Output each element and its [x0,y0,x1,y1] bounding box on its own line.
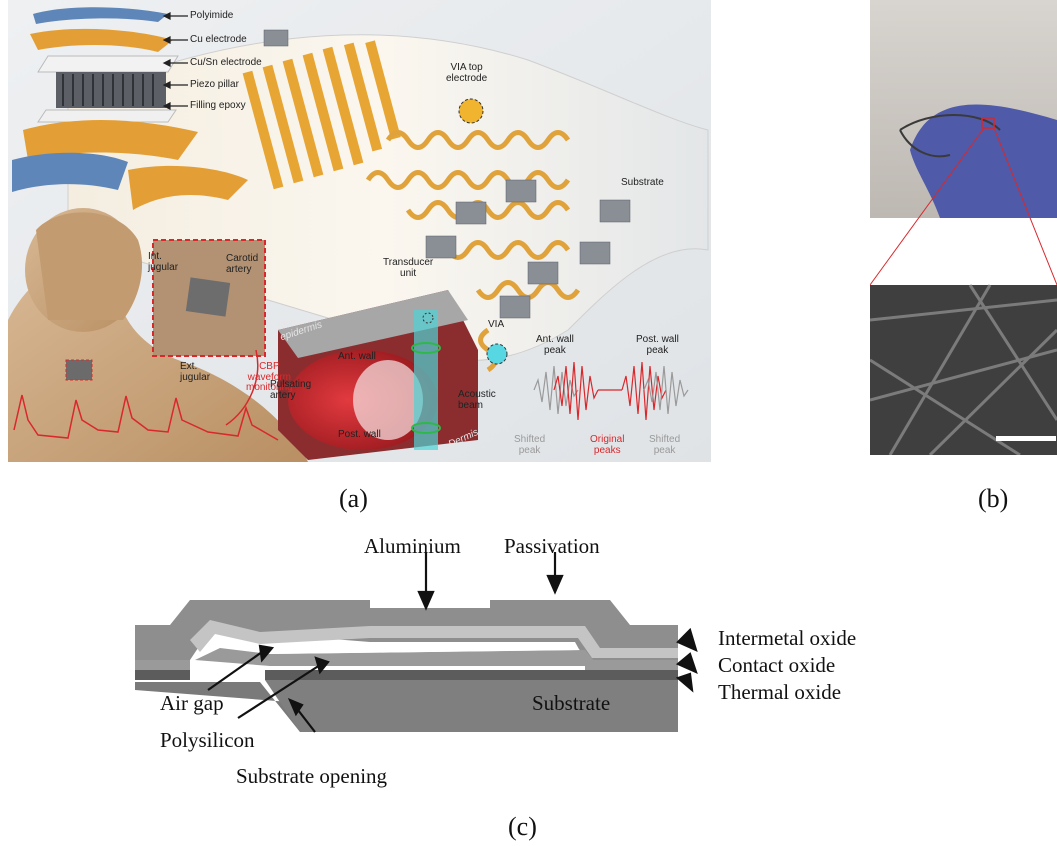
label-pulsating-artery: Pulsating artery [270,379,312,401]
label-passivation: Passivation [504,534,600,558]
label-substrate-opening: Substrate opening [236,764,388,788]
sensor-location-box [65,359,93,381]
label-cusn-electrode: Cu/Sn electrode [190,57,262,68]
label-cbp-monitoring: CBP waveform monitoring [246,361,293,393]
label-transducer-unit: Transducer unit [383,257,434,279]
label-carotid-artery: Carotid artery [226,253,259,275]
signal-waveforms [533,361,689,421]
label-cu-electrode: Cu electrode [190,34,247,45]
panel-c-arrows [207,552,698,733]
via-marker [486,343,508,365]
stack-arrows [162,12,188,110]
label-polysilicon: Polysilicon [160,728,255,752]
label-ext-jugular: Ext. jugular [180,361,211,383]
zoom-line-left [869,127,985,286]
panel-c-cross-section [135,552,698,733]
panel-a-illustration [8,0,711,462]
caption-a: (a) [339,484,368,513]
label-shifted-peak-right: Shifted peak [649,434,681,456]
polysilicon-layer [195,648,595,666]
panel-b-illustration [869,0,1057,457]
label-substrate-a: Substrate [621,177,664,188]
thermal-oxide [265,670,678,680]
label-air-gap: Air gap [160,691,224,715]
label-piezo-pillar: Piezo pillar [190,79,239,90]
caption-b: (b) [978,484,1009,513]
scale-bar [996,436,1056,441]
pillar-arrays [263,29,631,319]
label-via: VIA [488,319,505,330]
label-via-top-electrode: VIA top electrode [446,62,488,84]
label-contact-oxide: Contact oxide [718,653,836,677]
label-int-jugular: Int. jugular [148,251,179,273]
label-ant-wall: Ant. wall [338,351,376,362]
via-top-electrode [458,98,484,124]
panel-a: Polyimide Cu electrode Cu/Sn electrode P… [8,0,711,462]
label-original-peaks: Original peaks [590,434,625,456]
label-shifted-peak-left: Shifted peak [514,434,546,456]
caption-c: (c) [508,812,537,841]
label-acoustic-beam: Acoustic beam [458,389,496,411]
label-post-wall: Post. wall [338,429,381,440]
label-polyimide: Polyimide [190,10,234,21]
label-substrate-c: Substrate [532,691,611,715]
label-filling-epoxy: Filling epoxy [190,100,246,111]
cbp-arrow [225,349,259,426]
label-post-wall-peak: Post. wall peak [636,334,679,356]
artery-cross-section [278,290,478,460]
air-gap [250,644,580,654]
label-intermetal-oxide: Intermetal oxide [718,626,857,650]
label-ant-wall-peak: Ant. wall peak [536,334,574,356]
gold-electrode-traces [242,40,401,190]
layer-stack [12,7,248,210]
cbp-waveform [13,394,279,441]
zoom-line-right [993,127,1057,286]
contact-oxide [585,660,678,670]
panel-b [869,0,1057,457]
aluminium-layer [190,620,678,658]
label-thermal-oxide: Thermal oxide [718,680,842,704]
label-aluminium: Aluminium [364,534,461,558]
